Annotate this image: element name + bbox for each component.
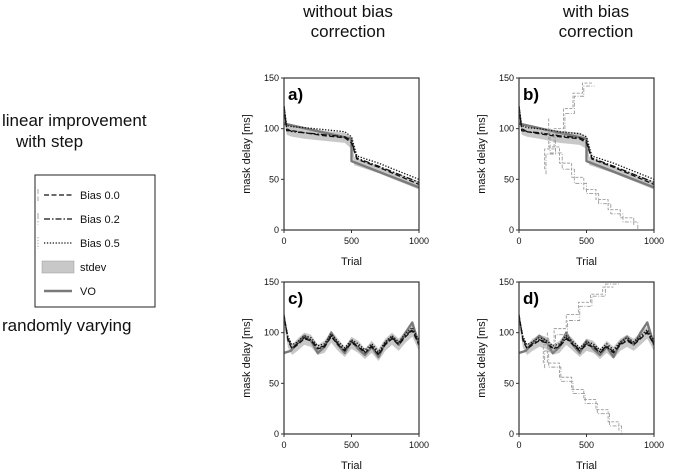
y-tick-label: 100 <box>264 124 279 134</box>
series-line-bias-0-5 <box>519 318 654 351</box>
x-axis-label: Trial <box>576 460 597 472</box>
column-title-line: correction <box>558 22 634 41</box>
series-line-bias-correction-up-2 <box>544 283 619 369</box>
y-axis-label: mask delay [ms] <box>241 318 253 397</box>
x-axis-label: Trial <box>341 460 362 472</box>
series-line-bias-0-2 <box>519 106 654 183</box>
y-tick-label: 150 <box>499 277 514 287</box>
x-tick-label: 1000 <box>644 440 664 450</box>
x-tick-label: 0 <box>281 440 286 450</box>
x-axis-label: Trial <box>341 256 362 268</box>
panel-label: b) <box>523 85 539 104</box>
legend-label: Bias 0.5 <box>80 238 120 250</box>
plot-area <box>284 312 419 362</box>
chart-panel-1: 0 50 100 150 0 500 1000 Trial mask delay [ms] a) <box>241 73 429 268</box>
y-tick-label: 50 <box>269 174 279 184</box>
series-line-bias-correction-up-1 <box>544 82 592 170</box>
series-line-bias-0-5 <box>284 106 419 180</box>
legend-swatch-stdev <box>41 260 75 274</box>
series-line-bias-0-5 <box>284 318 419 353</box>
series-line-bias-0-2 <box>284 106 419 183</box>
legend-label: Bias 0.0 <box>80 190 120 202</box>
legend-label: VO <box>80 286 96 298</box>
x-tick-label: 500 <box>579 440 594 450</box>
row-label-line: with step <box>16 132 84 151</box>
x-tick-label: 1000 <box>409 440 429 450</box>
row-label-random: randomly varying <box>2 315 131 336</box>
column-title-without-bias: without bias correction <box>268 2 428 42</box>
series-line-bias-correction-up-2 <box>545 85 595 175</box>
y-tick-label: 0 <box>274 225 279 235</box>
series-line-bias-0-2 <box>284 316 419 355</box>
x-tick-label: 1000 <box>644 236 664 246</box>
series-line-bias-correction-down-2 <box>548 337 623 434</box>
row-label-line: linear improvement <box>2 111 147 130</box>
x-tick-label: 1000 <box>409 236 429 246</box>
y-tick-label: 150 <box>264 73 279 83</box>
y-tick-label: 0 <box>274 429 279 439</box>
chart-panel-4: 0 50 100 150 0 500 1000 Trial mask delay [ms] d) <box>476 277 664 472</box>
column-title-line: without bias <box>303 2 393 21</box>
y-axis-label: mask delay [ms] <box>476 318 488 397</box>
row-label-linear: linear improvement with step <box>2 110 147 152</box>
legend: Bias 0.0 Bias 0.2 Bias 0.5 stdev VO <box>34 174 156 308</box>
y-tick-label: 0 <box>509 225 514 235</box>
y-tick-label: 150 <box>499 73 514 83</box>
series-line-bias-0-0 <box>519 314 654 354</box>
y-tick-label: 50 <box>504 378 514 388</box>
y-tick-label: 150 <box>264 277 279 287</box>
series-line-bias-0-5 <box>519 106 654 180</box>
x-tick-label: 0 <box>516 440 521 450</box>
panel-label: c) <box>288 289 303 308</box>
plot-area <box>519 82 654 230</box>
chart-panel-2: 0 50 100 150 0 500 1000 Trial mask delay [ms] b) <box>476 73 664 268</box>
series-line-bias-0-0 <box>519 106 654 185</box>
legend-label: stdev <box>80 262 107 274</box>
series-line-bias-0-2 <box>519 316 654 353</box>
panel-label: a) <box>288 85 303 104</box>
column-title-line: with bias <box>562 2 630 21</box>
panel-label: d) <box>523 289 539 308</box>
y-axis-label: mask delay [ms] <box>241 114 253 193</box>
row-label-line: randomly varying <box>2 316 132 335</box>
legend-label: Bias 0.2 <box>80 214 120 226</box>
x-tick-label: 500 <box>579 236 594 246</box>
y-tick-label: 50 <box>269 378 279 388</box>
y-tick-label: 100 <box>499 124 514 134</box>
x-tick-label: 0 <box>516 236 521 246</box>
series-line-bias-correction-up-1 <box>542 286 614 364</box>
y-tick-label: 100 <box>264 328 279 338</box>
series-line-vo <box>519 122 654 189</box>
series-line-vo <box>284 122 419 189</box>
x-tick-label: 500 <box>344 236 359 246</box>
y-tick-label: 50 <box>504 174 514 184</box>
x-tick-label: 0 <box>281 236 286 246</box>
y-axis-label: mask delay [ms] <box>476 114 488 193</box>
plot-area <box>519 283 654 434</box>
chart-panel-3: 0 50 100 150 0 500 1000 Trial mask delay [ms] c) <box>241 277 429 472</box>
plot-area <box>284 106 419 190</box>
y-tick-label: 0 <box>509 429 514 439</box>
series-line-bias-correction-down-2 <box>549 128 639 230</box>
plot-frame <box>518 281 655 435</box>
column-title-line: correction <box>310 22 386 41</box>
legend-box <box>34 174 156 308</box>
y-tick-label: 100 <box>499 328 514 338</box>
x-axis-label: Trial <box>576 256 597 268</box>
plot-frame <box>283 281 420 435</box>
column-title-with-bias: with bias correction <box>516 2 676 42</box>
x-tick-label: 500 <box>344 440 359 450</box>
